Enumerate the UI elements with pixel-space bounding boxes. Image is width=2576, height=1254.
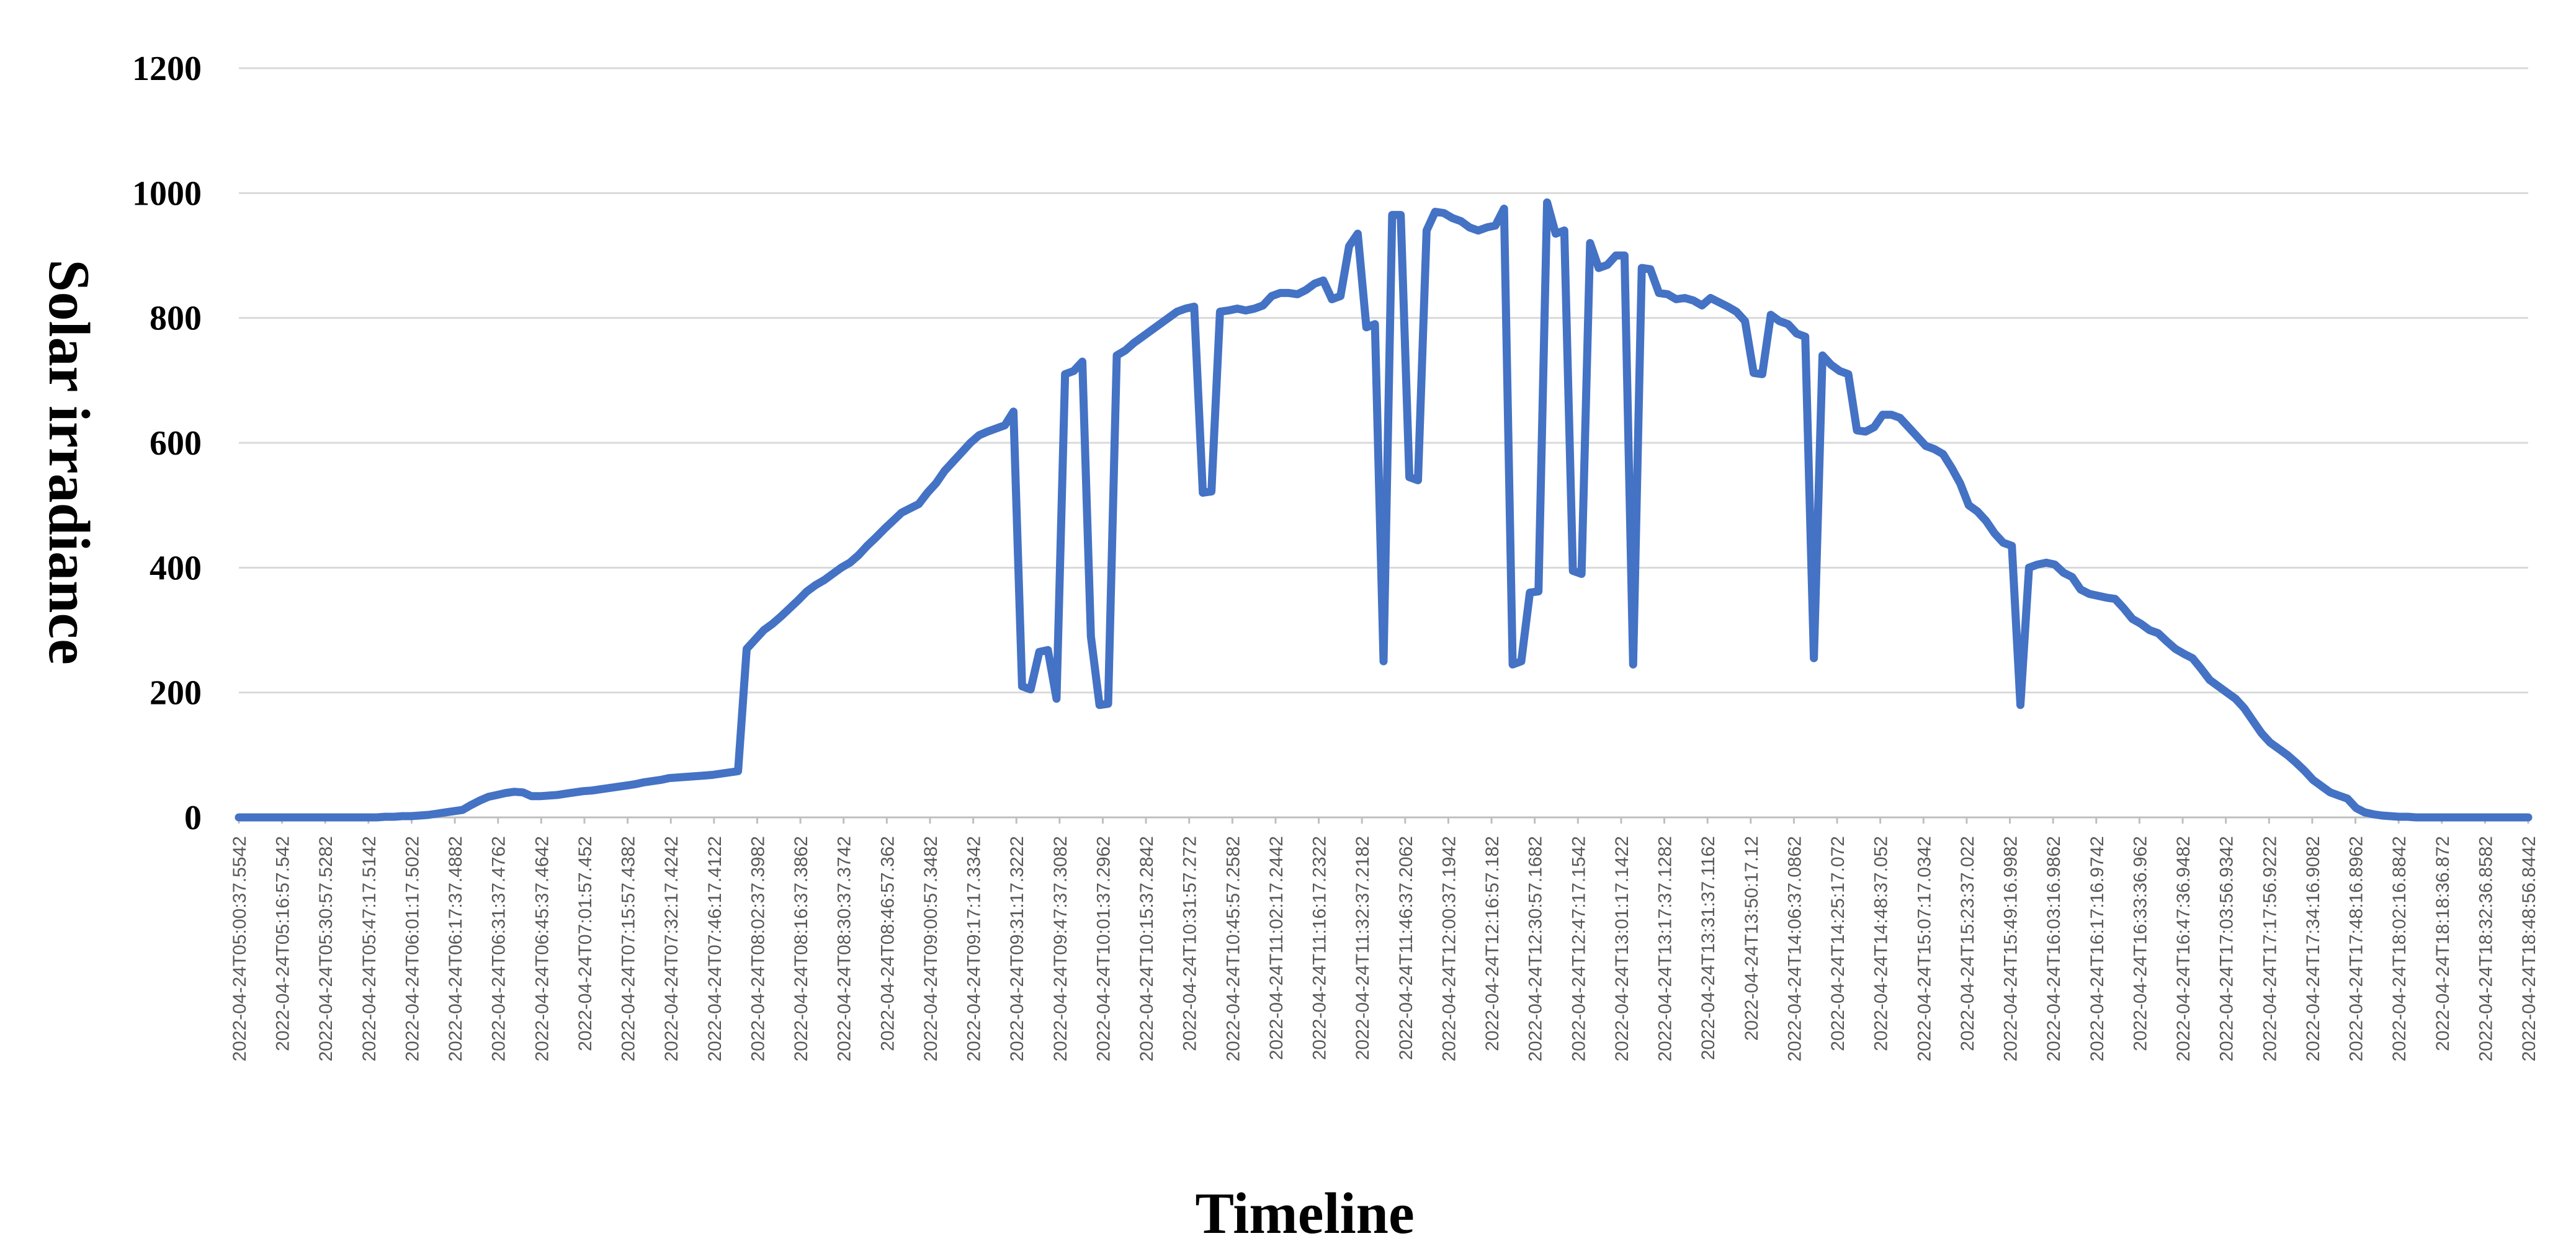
x-tick-label: 2022-04-24T08:02:37.3982 [748,836,768,1062]
x-tick-label: 2022-04-24T05:47:17.5142 [359,836,380,1062]
x-tick-label: 2022-04-24T18:02:16.8842 [2389,836,2410,1062]
gridlines [239,67,2528,819]
x-tick-label: 2022-04-24T06:01:17.5022 [402,836,423,1062]
x-tick-label: 2022-04-24T08:30:37.3742 [834,836,855,1062]
x-tick-label: 2022-04-24T14:06:37.0862 [1784,836,1805,1062]
x-axis-tick-labels: 2022-04-24T05:00:37.5542 2022-04-24T05:16… [230,817,2539,1062]
x-tick-label: 2022-04-24T07:01:57.452 [575,836,596,1051]
x-tick-label: 2022-04-24T06:31:37.4762 [489,836,509,1062]
x-tick-label: 2022-04-24T17:03:56.9342 [2217,836,2237,1062]
x-tick-label: 2022-04-24T13:31:37.1162 [1698,836,1719,1060]
x-tick-label: 2022-04-24T08:46:57.362 [877,836,898,1051]
x-tick-label: 2022-04-24T15:23:37.022 [1957,836,1978,1051]
series-layer [235,198,2533,822]
x-tick-label: 2022-04-24T18:48:56.8442 [2519,836,2539,1062]
x-tick-label: 2022-04-24T08:16:37.3862 [791,836,812,1062]
y-tick-label: 200 [150,674,202,713]
y-tick-label: 400 [150,549,202,587]
x-tick-label: 2022-04-24T14:48:37.052 [1871,836,1892,1051]
x-tick-label: 2022-04-24T10:01:37.2962 [1093,836,1114,1062]
series-line-0 [235,198,2533,822]
x-tick-label: 2022-04-24T07:15:57.4382 [619,836,639,1062]
x-tick-label: 2022-04-24T11:32:37.2182 [1353,836,1373,1060]
x-tick-label: 2022-04-24T09:17:17.3342 [964,836,985,1062]
y-axis-title: Solar irradiance [37,259,101,665]
x-tick-label: 2022-04-24T13:50:17.12 [1742,836,1762,1041]
x-tick-label: 2022-04-24T11:16:17.2322 [1310,836,1330,1060]
x-tick-label: 2022-04-24T12:00:37.1942 [1439,836,1459,1062]
x-tick-label: 2022-04-24T07:32:17.4242 [661,836,682,1062]
x-tick-label: 2022-04-24T09:47:37.3082 [1050,836,1071,1062]
x-tick-label: 2022-04-24T12:30:57.1682 [1526,836,1546,1062]
x-tick-label: 2022-04-24T06:17:37.4882 [445,836,466,1062]
x-tick-label: 2022-04-24T12:16:57.182 [1482,836,1503,1051]
x-tick-label: 2022-04-24T11:02:17.2442 [1266,836,1287,1060]
x-tick-label: 2022-04-24T10:45:57.2582 [1223,836,1243,1062]
x-tick-label: 2022-04-24T16:47:36.9482 [2173,836,2194,1062]
x-tick-label: 2022-04-24T16:33:36.962 [2130,836,2150,1051]
x-tick-label: 2022-04-24T11:46:37.2062 [1396,836,1416,1060]
x-tick-label: 2022-04-24T17:34:16.9082 [2303,836,2323,1062]
x-tick-label: 2022-04-24T12:47:17.1542 [1568,836,1589,1062]
x-tick-label: 2022-04-24T18:32:36.8582 [2475,836,2496,1062]
x-tick-label: 2022-04-24T05:16:57.542 [273,836,293,1051]
x-tick-label: 2022-04-24T15:07:17.0342 [1914,836,1934,1062]
x-tick-label: 2022-04-24T05:30:57.5282 [316,836,336,1062]
y-tick-label: 800 [150,300,202,338]
x-tick-label: 2022-04-24T13:01:17.1422 [1612,836,1632,1062]
x-tick-label: 2022-04-24T05:00:37.5542 [230,836,250,1062]
x-tick-label: 2022-04-24T17:48:16.8962 [2346,836,2367,1062]
x-tick-label: 2022-04-24T09:31:17.3222 [1007,836,1027,1062]
x-tick-label: 2022-04-24T06:45:37.4642 [532,836,552,1062]
x-tick-label: 2022-04-24T07:46:17.4122 [705,836,725,1062]
x-tick-label: 2022-04-24T16:17:16.9742 [2087,836,2108,1062]
x-axis-title: Timeline [1195,1181,1414,1246]
x-tick-label: 2022-04-24T10:15:37.2842 [1137,836,1157,1062]
x-tick-label: 2022-04-24T18:18:36.872 [2433,836,2453,1051]
x-tick-label: 2022-04-24T13:17:37.1282 [1655,836,1676,1062]
x-tick-label: 2022-04-24T09:00:57.3482 [921,836,941,1062]
x-tick-label: 2022-04-24T16:03:16.9862 [2044,836,2064,1062]
x-tick-label: 2022-04-24T15:49:16.9982 [2001,836,2021,1062]
y-tick-label: 1200 [132,50,202,88]
x-tick-label: 2022-04-24T10:31:57.272 [1180,836,1201,1051]
y-tick-label: 600 [150,424,202,463]
y-tick-label: 0 [184,799,202,837]
x-tick-label: 2022-04-24T17:17:56.9222 [2260,836,2280,1062]
y-axis-tick-labels: 0 200 400 600 800 1000 1200 [132,50,202,837]
x-tick-label: 2022-04-24T14:25:17.072 [1828,836,1848,1051]
y-tick-label: 1000 [132,174,202,213]
